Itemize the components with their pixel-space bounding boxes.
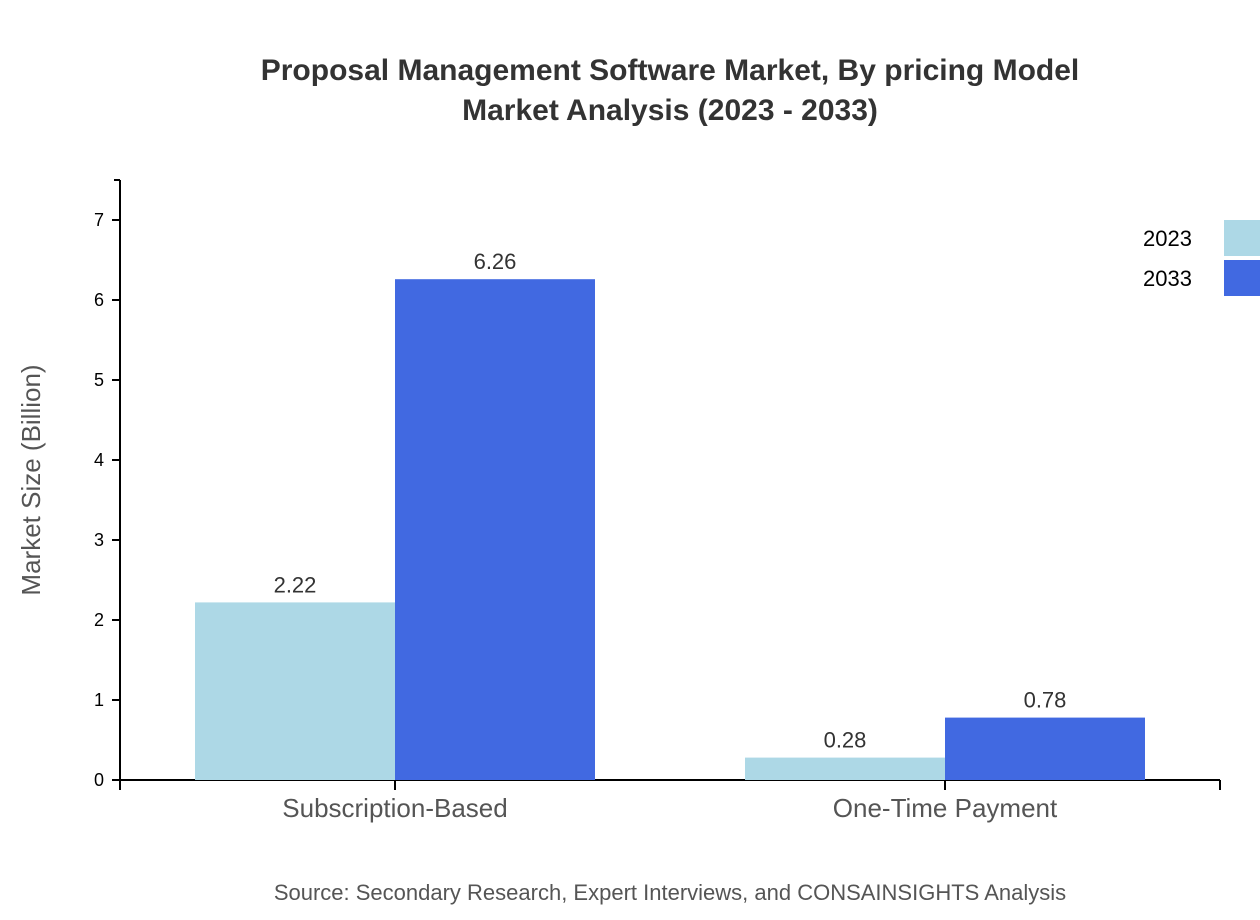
y-axis-label: Market Size (Billion) [16, 364, 46, 595]
x-tick-label: Subscription-Based [282, 793, 507, 823]
y-tick-label: 4 [94, 450, 104, 470]
y-tick-label: 3 [94, 530, 104, 550]
bar-2023 [195, 602, 395, 780]
data-label: 2.22 [274, 572, 317, 597]
y-tick-label: 5 [94, 370, 104, 390]
chart-title: Proposal Management Software Market, By … [261, 54, 1080, 87]
y-tick-label: 1 [94, 690, 104, 710]
data-label: 0.28 [824, 728, 867, 753]
source-note: Source: Secondary Research, Expert Inter… [274, 880, 1066, 905]
bar-2023 [745, 757, 945, 780]
y-tick-label: 7 [94, 210, 104, 230]
legend-swatch-2023 [1224, 220, 1260, 256]
chart-subtitle: Market Analysis (2023 - 2033) [462, 94, 878, 127]
data-label: 0.78 [1024, 688, 1067, 713]
y-tick-label: 0 [94, 770, 104, 790]
data-label: 6.26 [474, 249, 517, 274]
legend-swatch-2033 [1224, 260, 1260, 296]
y-tick-label: 2 [94, 610, 104, 630]
bar-2033 [395, 279, 595, 780]
x-tick-label: One-Time Payment [833, 793, 1058, 823]
y-tick-label: 6 [94, 290, 104, 310]
bar-2033 [945, 717, 1145, 780]
legend-label: 2023 [1143, 226, 1192, 251]
legend-label: 2033 [1143, 266, 1192, 291]
